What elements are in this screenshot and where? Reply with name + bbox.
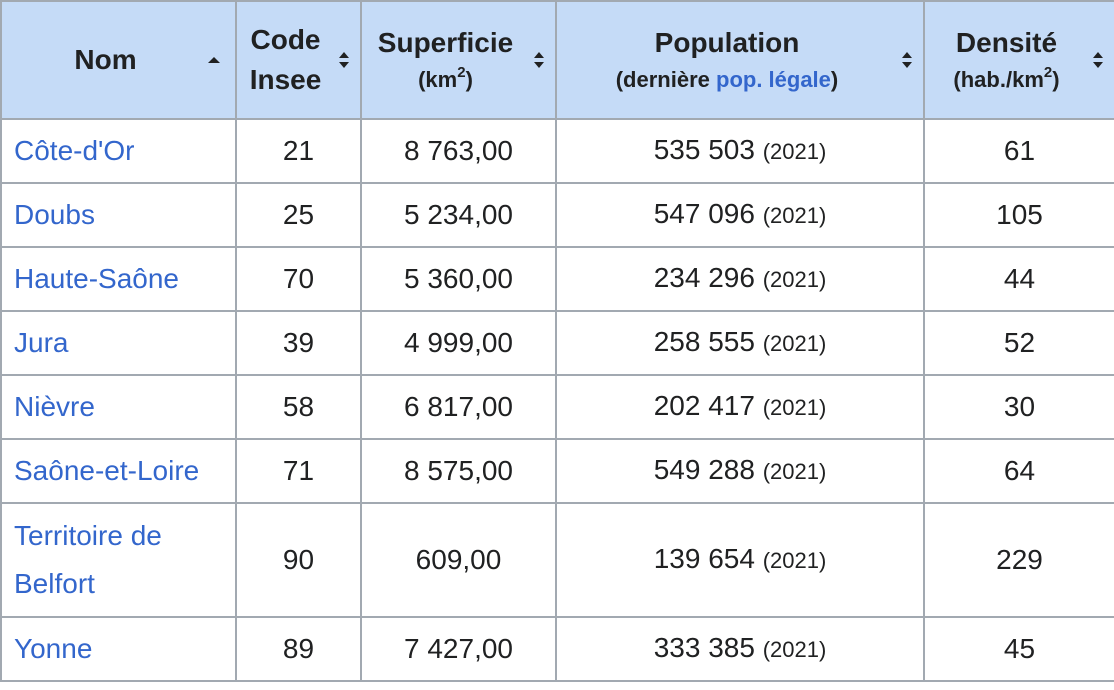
table-row: Haute-Saône 70 5 360,00 234 296 (2021) 4… bbox=[0, 246, 1114, 312]
population-cell: 202 417 (2021) bbox=[555, 374, 925, 440]
population-year: (2021) bbox=[762, 459, 827, 484]
population-cell: 549 288 (2021) bbox=[555, 438, 925, 504]
department-link[interactable]: Côte-d'Or bbox=[14, 135, 135, 166]
population-year: (2021) bbox=[762, 203, 827, 228]
population-year: (2021) bbox=[762, 267, 827, 292]
table-row: Territoire de Belfort 90 609,00 139 654 (… bbox=[0, 502, 1114, 618]
superficie-cell: 609,00 bbox=[360, 502, 557, 618]
densite-cell: 44 bbox=[923, 246, 1114, 312]
population-year: (2021) bbox=[762, 139, 827, 164]
department-link[interactable]: Doubs bbox=[14, 199, 95, 230]
column-header-population-sub: (dernière pop. légale) bbox=[615, 67, 839, 92]
department-link[interactable]: Saône-et-Loire bbox=[14, 455, 200, 486]
population-cell: 234 296 (2021) bbox=[555, 246, 925, 312]
column-header-superficie[interactable]: Superficie (km2) bbox=[360, 0, 557, 120]
column-header-population[interactable]: Population (dernière pop. légale) bbox=[555, 0, 925, 120]
population-cell: 547 096 (2021) bbox=[555, 182, 925, 248]
sort-ascending-icon[interactable] bbox=[207, 55, 221, 65]
column-header-code-insee[interactable]: Code Insee bbox=[235, 0, 362, 120]
table-row: Saône-et-Loire 71 8 575,00 549 288 (2021… bbox=[0, 438, 1114, 504]
population-cell: 139 654 (2021) bbox=[555, 502, 925, 618]
superficie-cell: 5 360,00 bbox=[360, 246, 557, 312]
column-header-population-label: Population bbox=[654, 27, 800, 58]
department-link[interactable]: Haute-Saône bbox=[14, 263, 180, 294]
superficie-cell: 8 575,00 bbox=[360, 438, 557, 504]
superficie-cell: 8 763,00 bbox=[360, 118, 557, 184]
column-header-densite-label: Densité bbox=[955, 27, 1058, 58]
population-year: (2021) bbox=[762, 548, 827, 573]
population-year: (2021) bbox=[762, 331, 827, 356]
code-cell: 21 bbox=[235, 118, 362, 184]
column-header-densite-unit: (hab./km2) bbox=[953, 64, 1060, 92]
code-cell: 58 bbox=[235, 374, 362, 440]
superficie-cell: 4 999,00 bbox=[360, 310, 557, 376]
department-link[interactable]: Territoire de Belfort bbox=[14, 520, 162, 599]
population-cell: 535 503 (2021) bbox=[555, 118, 925, 184]
densite-cell: 229 bbox=[923, 502, 1114, 618]
densite-cell: 45 bbox=[923, 616, 1114, 682]
sort-icon[interactable] bbox=[1092, 50, 1104, 70]
densite-cell: 61 bbox=[923, 118, 1114, 184]
sort-icon[interactable] bbox=[533, 50, 545, 70]
superficie-cell: 6 817,00 bbox=[360, 374, 557, 440]
code-cell: 39 bbox=[235, 310, 362, 376]
densite-cell: 52 bbox=[923, 310, 1114, 376]
department-link[interactable]: Yonne bbox=[14, 633, 93, 664]
code-cell: 90 bbox=[235, 502, 362, 618]
column-header-nom[interactable]: Nom bbox=[0, 0, 237, 120]
code-cell: 25 bbox=[235, 182, 362, 248]
densite-cell: 30 bbox=[923, 374, 1114, 440]
densite-cell: 64 bbox=[923, 438, 1114, 504]
column-header-nom-label: Nom bbox=[74, 44, 137, 75]
table-row: Nièvre 58 6 817,00 202 417 (2021) 30 bbox=[0, 374, 1114, 440]
table-row: Doubs 25 5 234,00 547 096 (2021) 105 bbox=[0, 182, 1114, 248]
table-row: Jura 39 4 999,00 258 555 (2021) 52 bbox=[0, 310, 1114, 376]
population-cell: 258 555 (2021) bbox=[555, 310, 925, 376]
department-link[interactable]: Nièvre bbox=[14, 391, 95, 422]
column-header-code-line2: Insee bbox=[249, 64, 322, 95]
column-header-superficie-unit: (km2) bbox=[418, 64, 473, 92]
superficie-cell: 7 427,00 bbox=[360, 616, 557, 682]
densite-cell: 105 bbox=[923, 182, 1114, 248]
sort-icon[interactable] bbox=[338, 50, 350, 70]
department-link[interactable]: Jura bbox=[14, 327, 69, 358]
code-cell: 89 bbox=[235, 616, 362, 682]
sort-icon[interactable] bbox=[901, 50, 913, 70]
population-cell: 333 385 (2021) bbox=[555, 616, 925, 682]
code-cell: 71 bbox=[235, 438, 362, 504]
code-cell: 70 bbox=[235, 246, 362, 312]
table-header-row: Nom Code Insee Superficie (km2) bbox=[0, 0, 1114, 120]
superficie-cell: 5 234,00 bbox=[360, 182, 557, 248]
table-row: Côte-d'Or 21 8 763,00 535 503 (2021) 61 bbox=[0, 118, 1114, 184]
column-header-densite[interactable]: Densité (hab./km2) bbox=[923, 0, 1114, 120]
population-year: (2021) bbox=[762, 395, 827, 420]
table-row: Yonne 89 7 427,00 333 385 (2021) 45 bbox=[0, 616, 1114, 682]
column-header-superficie-label: Superficie bbox=[377, 27, 514, 58]
column-header-code-line1: Code bbox=[250, 24, 321, 55]
population-year: (2021) bbox=[762, 637, 827, 662]
pop-legale-link[interactable]: pop. légale bbox=[716, 67, 831, 92]
